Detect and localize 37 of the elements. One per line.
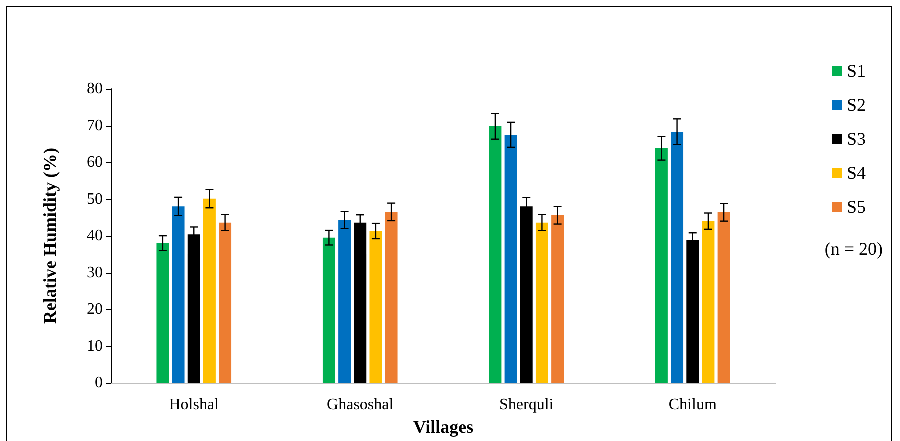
y-tick-label: 0 xyxy=(95,374,103,392)
legend-label: S4 xyxy=(846,163,866,183)
y-tick-label: 20 xyxy=(87,301,103,318)
bar xyxy=(718,212,730,384)
bar xyxy=(370,231,382,384)
bar xyxy=(489,126,502,384)
bar xyxy=(203,198,216,384)
y-tick-label: 60 xyxy=(87,154,103,172)
bar xyxy=(219,222,232,384)
bar xyxy=(504,134,518,384)
bar xyxy=(552,215,564,384)
legend-label: S3 xyxy=(846,129,866,149)
bar xyxy=(536,222,548,384)
bar xyxy=(702,221,715,384)
x-tick-label: Ghasoshal xyxy=(327,396,394,414)
bar xyxy=(655,148,668,384)
y-tick-label: 50 xyxy=(87,190,103,208)
x-axis-title: Villages xyxy=(413,417,474,437)
y-tick-label: 80 xyxy=(87,80,103,98)
x-tick-label: Sherquli xyxy=(500,396,554,414)
bar xyxy=(338,220,352,384)
legend-label: S5 xyxy=(846,197,866,217)
x-tick-label: Chilum xyxy=(668,396,718,414)
text: (n = 20) xyxy=(824,239,883,260)
bar xyxy=(385,212,398,384)
y-tick-label: 70 xyxy=(87,117,103,134)
y-axis-title: Relative Humidity (%) xyxy=(40,148,60,324)
legend-label: S1 xyxy=(846,61,866,81)
x-tick-label: Holshal xyxy=(169,396,220,414)
y-tick-label: 10 xyxy=(87,338,103,355)
bar xyxy=(322,238,336,384)
y-tick-label: 40 xyxy=(87,228,103,245)
y-tick-label: 30 xyxy=(87,264,103,282)
bar xyxy=(156,243,170,384)
legend-label: S2 xyxy=(846,95,866,115)
bar xyxy=(172,206,185,384)
bar xyxy=(671,132,684,384)
